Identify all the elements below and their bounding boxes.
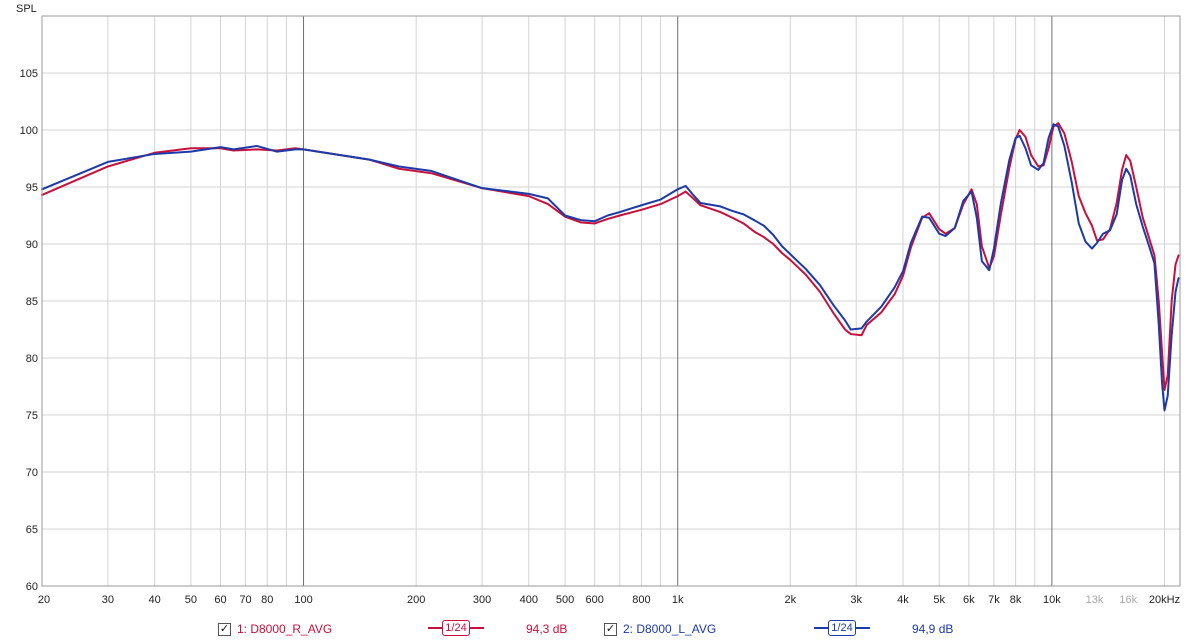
x-tick-label: 2k (785, 594, 797, 606)
x-tick-label: 50 (185, 594, 197, 606)
legend-bar: ✓ 1: D8000_R_AVG 1/24 94,3 dB ✓ 2: D8000… (0, 616, 1200, 643)
x-tick-label: 500 (556, 594, 574, 606)
x-tick-label: 30 (102, 594, 114, 606)
y-tick-label: 60 (26, 581, 38, 593)
x-tick-label: 5k (933, 594, 945, 606)
x-tick-label: 7k (988, 594, 1000, 606)
x-tick-label: 100 (294, 594, 312, 606)
y-tick-label: 65 (26, 524, 38, 536)
x-tick-label: 400 (520, 594, 538, 606)
x-tick-label: 200 (407, 594, 425, 606)
x-tick-label: 20kHz (1149, 594, 1180, 606)
y-tick-label: 90 (26, 239, 38, 251)
x-tick-label: 60 (214, 594, 226, 606)
plot-frame (41, 15, 1181, 587)
smoothing-badge-1[interactable]: 1/24 (442, 620, 470, 636)
y-axis-labels: 60 65 70 75 80 85 90 95 100 105 (20, 68, 38, 593)
x-tick-label: 1k (672, 594, 684, 606)
y-tick-label: 80 (26, 353, 38, 365)
smoothing-badge-2[interactable]: 1/24 (828, 620, 856, 636)
x-tick-label: 70 (239, 594, 251, 606)
x-tick-label: 20 (38, 594, 50, 606)
x-tick-label: 4k (897, 594, 909, 606)
average-level-1: 94,3 dB (526, 622, 568, 636)
x-tick-label: 800 (632, 594, 650, 606)
average-level-2: 94,9 dB (912, 622, 954, 636)
x-tick-label: 6k (963, 594, 975, 606)
y-tick-label: 95 (26, 182, 38, 194)
x-tick-label: 8k (1010, 594, 1022, 606)
curves (41, 122, 1180, 412)
y-tick-label: 70 (26, 467, 38, 479)
y-tick-label: 100 (20, 125, 38, 137)
y-tick-label: 85 (26, 296, 38, 308)
series-curve-2 (41, 123, 1180, 412)
x-tick-label: 3k (850, 594, 862, 606)
x-tick-label: 13k (1086, 594, 1104, 606)
series-name-2: 2: D8000_L_AVG (623, 622, 717, 636)
visibility-checkbox-1[interactable]: ✓ (218, 623, 231, 636)
visibility-checkbox-2[interactable]: ✓ (604, 623, 617, 636)
x-tick-label: 16k (1119, 594, 1137, 606)
x-tick-label: 40 (149, 594, 161, 606)
y-tick-label: 75 (26, 410, 38, 422)
x-tick-label: 600 (586, 594, 604, 606)
x-tick-label: 300 (473, 594, 491, 606)
frequency-response-chart: 60 65 70 75 80 85 90 95 100 105 20 30 40 50 60 70 80 100… (16, 3, 1181, 606)
x-tick-label: 10k (1043, 594, 1061, 606)
grid (41, 16, 1180, 587)
y-tick-label: 105 (20, 68, 38, 80)
x-tick-label: 80 (261, 594, 273, 606)
series-name-1: 1: D8000_R_AVG (237, 622, 333, 636)
y-axis-title: SPL (16, 3, 37, 15)
x-axis-labels: 20 30 40 50 60 70 80 100 200 300 400 500 600 800 1k 2k 3… (38, 594, 1180, 606)
